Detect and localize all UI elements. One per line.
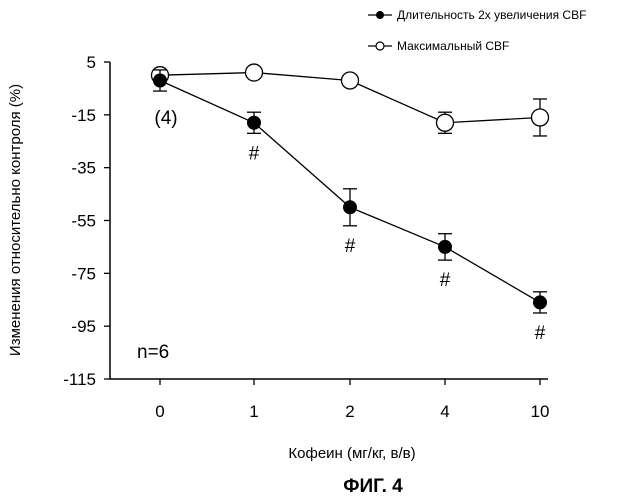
x-tick-label: 1 (249, 402, 258, 421)
y-tick-label: -35 (71, 159, 96, 178)
figure-label: ФИГ. 4 (343, 476, 403, 497)
x-axis-title: Кофеин (мг/кг, в/в) (288, 445, 415, 462)
significance-marker: # (440, 270, 451, 291)
x-tick-label: 2 (345, 402, 354, 421)
series-layer (152, 64, 549, 313)
y-tick-label: -55 (71, 212, 96, 231)
x-tick-label: 4 (440, 402, 449, 421)
legend: Длительность 2х увеличения CBF Максималь… (368, 8, 586, 53)
significance-marker: # (345, 236, 356, 257)
data-point (246, 64, 263, 81)
y-tick-label: 5 (87, 53, 96, 72)
data-point (343, 200, 357, 214)
y-tick-label: -15 (71, 106, 96, 125)
x-tick-label: 0 (155, 402, 164, 421)
legend-label-max: Максимальный CBF (397, 39, 509, 53)
n-annotation: n=6 (137, 342, 169, 363)
significance-markers: # # # # (249, 143, 546, 344)
data-point (438, 240, 452, 254)
legend-marker-duration (376, 11, 384, 19)
y-ticks: 5 -15 -35 -55 -75 -95 -115 (63, 53, 110, 389)
sample-size-annotation: (4) (154, 108, 177, 129)
series-max (152, 64, 549, 136)
significance-marker: # (249, 143, 260, 164)
y-tick-label: -95 (71, 317, 96, 336)
legend-marker-max (376, 42, 384, 50)
x-tick-label: 10 (531, 402, 550, 421)
legend-label-duration: Длительность 2х увеличения CBF (397, 8, 586, 22)
data-point (342, 72, 359, 89)
x-ticks: 0 1 2 4 10 (155, 379, 549, 421)
data-point (533, 295, 547, 309)
data-point (153, 73, 167, 87)
y-tick-label: -115 (63, 370, 96, 389)
significance-marker: # (535, 323, 546, 344)
y-axis-title: Изменения относительно контроля (%) (7, 84, 24, 356)
data-point (532, 109, 549, 126)
y-tick-label: -75 (71, 264, 96, 283)
series-duration (153, 70, 547, 313)
data-point (437, 114, 454, 131)
data-point (247, 116, 261, 130)
